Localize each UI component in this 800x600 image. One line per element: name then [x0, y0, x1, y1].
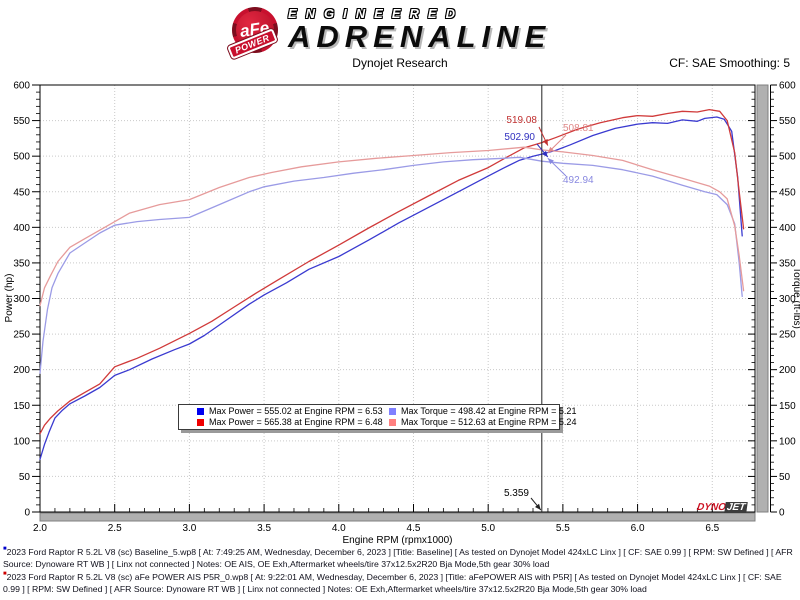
annotation-label-508.81: 508.81: [563, 123, 594, 134]
svg-text:3.5: 3.5: [257, 523, 271, 534]
svg-text:4.5: 4.5: [407, 523, 421, 534]
annotation-label-519.08: 519.08: [506, 115, 537, 126]
svg-text:400: 400: [779, 223, 796, 234]
svg-text:300: 300: [13, 294, 30, 305]
vertical-scrollbar[interactable]: [756, 84, 769, 513]
series-power-baseline: [39, 116, 743, 460]
page-title: Dynojet Research: [352, 56, 448, 70]
legend-item-power-afe: Max Power = 565.38 at Engine RPM = 6.48: [179, 417, 383, 427]
annotation-label-502.90: 502.90: [504, 132, 535, 143]
svg-text:2.0: 2.0: [33, 523, 47, 534]
annotation-arrow-492.94: [547, 157, 567, 177]
legend-swatch-torque-afe: [389, 418, 396, 426]
svg-text:50: 50: [19, 472, 31, 483]
series-torque-afe: [39, 146, 745, 307]
afe-badge-icon: aFe POWER: [227, 7, 278, 60]
legend-item-power-baseline: Max Power = 555.02 at Engine RPM = 6.53: [179, 406, 383, 416]
y-axis-left: 0 50 100 150 200 250 300 350 400 450 500 550 600: [13, 81, 40, 519]
run2-marker-icon: ■: [3, 571, 7, 577]
dynojet-logo: DYNOJET: [696, 502, 749, 513]
engineered-text: ENGINEERED: [288, 6, 464, 21]
horizontal-scrollbar[interactable]: [39, 512, 756, 522]
svg-text:500: 500: [13, 152, 30, 163]
svg-text:6.0: 6.0: [631, 523, 645, 534]
svg-text:0: 0: [779, 508, 785, 519]
adrenaline-text: ADRENALINE: [288, 19, 552, 54]
legend-box: Max Power = 555.02 at Engine RPM = 6.53 M…: [178, 404, 576, 430]
y-axis-right: 0 50 100 150 200 250 300 350 400 450 500 550 600: [770, 81, 796, 519]
series-torque-baseline: [39, 156, 743, 374]
svg-text:5.5: 5.5: [556, 523, 570, 534]
run1-marker-icon: ■: [3, 546, 7, 552]
right-axis-title: Torque (ft-lbs): [791, 267, 800, 329]
svg-text:100: 100: [13, 436, 30, 447]
legend-swatch-power-afe: [197, 418, 204, 426]
gridlines: [40, 85, 755, 512]
run-info-line-2: ■2023 Ford Raptor R 5.2L V8 (sc) aFe POW…: [3, 571, 782, 594]
svg-text:6.5: 6.5: [705, 523, 719, 534]
svg-text:350: 350: [779, 258, 796, 269]
svg-text:250: 250: [779, 330, 796, 341]
header: aFe POWER ENGINEERED ADRENALINE Dynojet …: [0, 0, 800, 72]
y-axis-right-inner-ticks: [748, 84, 755, 513]
svg-text:300: 300: [779, 294, 796, 305]
series-power-afe: [39, 108, 745, 435]
legend-item-torque-afe: Max Torque = 512.63 at Engine RPM = 5.24: [371, 417, 576, 427]
legend-text-power-baseline: Max Power = 555.02 at Engine RPM = 6.53: [209, 406, 383, 416]
svg-text:150: 150: [779, 401, 796, 412]
run-info-line-1: ■2023 Ford Raptor R 5.2L V8 (sc) Baselin…: [3, 546, 793, 569]
x-axis-title: Engine RPM (rpmx1000): [342, 535, 452, 546]
legend-item-torque-baseline: Max Torque = 498.42 at Engine RPM = 5.21: [371, 406, 576, 416]
annotation-arrow-519.08: [538, 126, 549, 146]
cursor-rpm-arrow: [530, 497, 542, 511]
annotation-arrow-502.90: [536, 143, 549, 158]
svg-text:2.5: 2.5: [108, 523, 122, 534]
smoothing-setting: CF: SAE Smoothing: 5: [669, 56, 790, 70]
annotation-label-492.94: 492.94: [563, 175, 594, 186]
svg-text:4.0: 4.0: [332, 523, 346, 534]
svg-text:500: 500: [779, 152, 796, 163]
legend-text-torque-baseline: Max Torque = 498.42 at Engine RPM = 5.21: [401, 406, 577, 416]
dynojet-logo-dyno: DYNO: [696, 502, 727, 513]
legend-swatch-torque-baseline: [389, 407, 396, 415]
svg-text:250: 250: [13, 330, 30, 341]
svg-text:600: 600: [779, 81, 796, 92]
legend-text-power-afe: Max Power = 565.38 at Engine RPM = 6.48: [209, 417, 383, 427]
svg-text:200: 200: [779, 365, 796, 376]
svg-text:100: 100: [779, 436, 796, 447]
svg-text:400: 400: [13, 223, 30, 234]
svg-text:550: 550: [779, 116, 796, 127]
svg-text:550: 550: [13, 116, 30, 127]
svg-text:5.0: 5.0: [481, 523, 495, 534]
svg-text:450: 450: [13, 187, 30, 198]
legend-swatch-power-baseline: [197, 407, 204, 415]
annotation-arrow-508.81: [547, 134, 567, 154]
dynojet-logo-jet: JET: [724, 502, 749, 513]
svg-text:200: 200: [13, 365, 30, 376]
svg-text:50: 50: [779, 472, 791, 483]
legend-text-torque-afe: Max Torque = 512.63 at Engine RPM = 5.24: [401, 417, 577, 427]
svg-text:150: 150: [13, 401, 30, 412]
svg-text:450: 450: [779, 187, 796, 198]
svg-text:0: 0: [24, 508, 30, 519]
svg-text:350: 350: [13, 258, 30, 269]
svg-text:3.0: 3.0: [182, 523, 196, 534]
cursor-rpm-label: 5.359: [504, 488, 529, 499]
run-info-footer: ■2023 Ford Raptor R 5.2L V8 (sc) Baselin…: [3, 546, 797, 596]
svg-text:600: 600: [13, 81, 30, 92]
left-axis-title: Power (hp): [4, 274, 15, 323]
